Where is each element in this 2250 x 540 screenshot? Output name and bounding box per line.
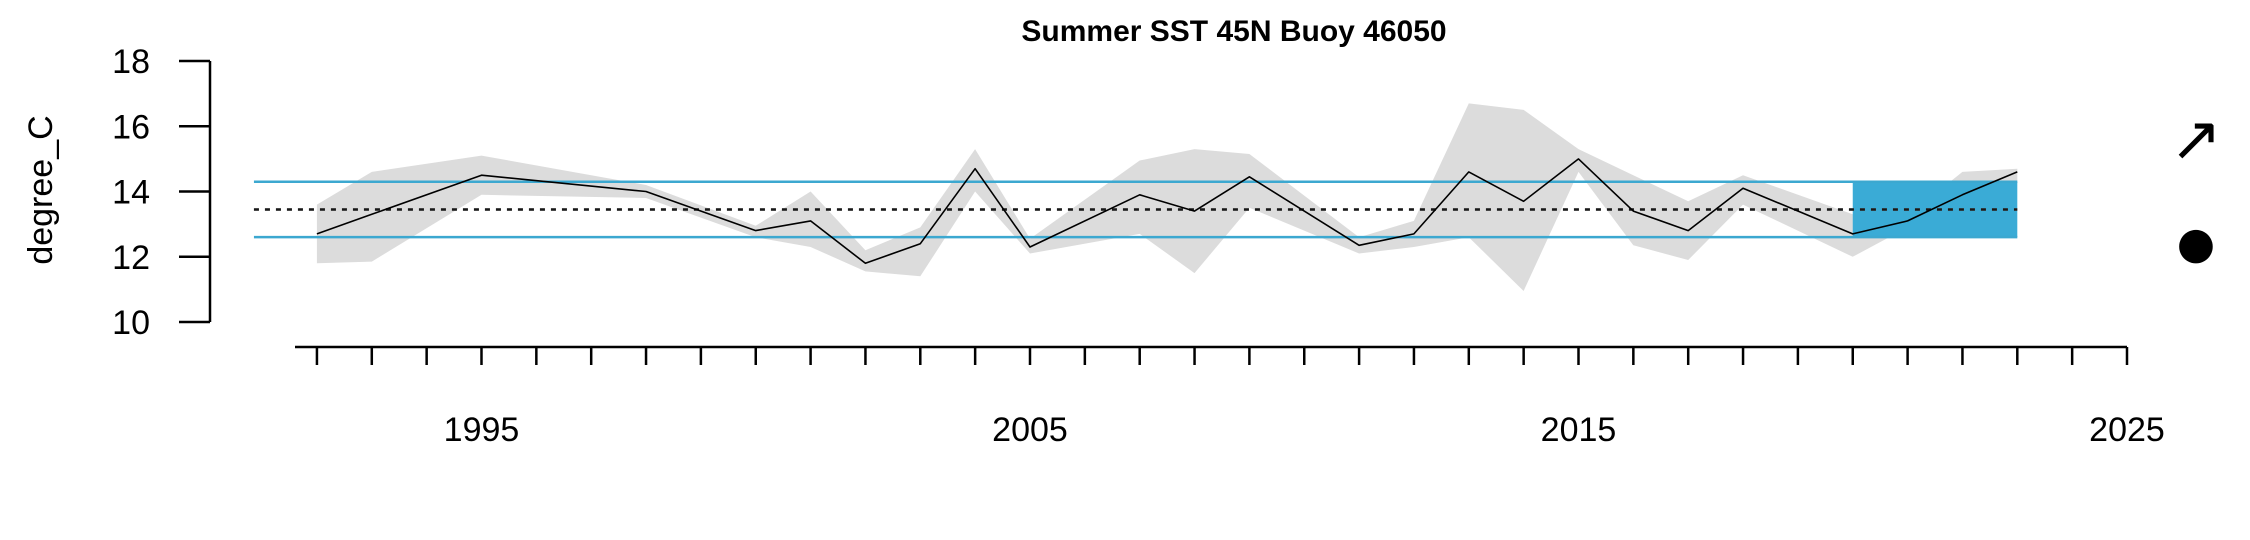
y-axis-label: degree_C	[22, 115, 60, 264]
y-tick-label: 16	[112, 108, 150, 146]
x-tick-label: 1995	[444, 411, 520, 449]
series-line	[316, 158, 2018, 265]
x-tick-label: 2025	[2089, 411, 2165, 449]
plot-area	[253, 103, 2018, 292]
y-tick-label: 10	[112, 304, 150, 342]
y-tick-label: 12	[112, 239, 150, 277]
axes: 10 12 14 16 18 1995 2005 2015 2025	[112, 43, 2165, 449]
recent-mean-dot-icon: ●	[2177, 218, 2215, 269]
uncertainty-band	[316, 103, 2018, 292]
x-tick-label: 2005	[992, 411, 1068, 449]
x-tick-label: 2015	[1541, 411, 1617, 449]
y-tick-label: 18	[112, 43, 150, 81]
trend-arrow-icon: ↗	[2170, 102, 2222, 175]
y-tick-label: 14	[112, 174, 150, 212]
chart-title: Summer SST 45N Buoy 46050	[1021, 15, 1446, 48]
